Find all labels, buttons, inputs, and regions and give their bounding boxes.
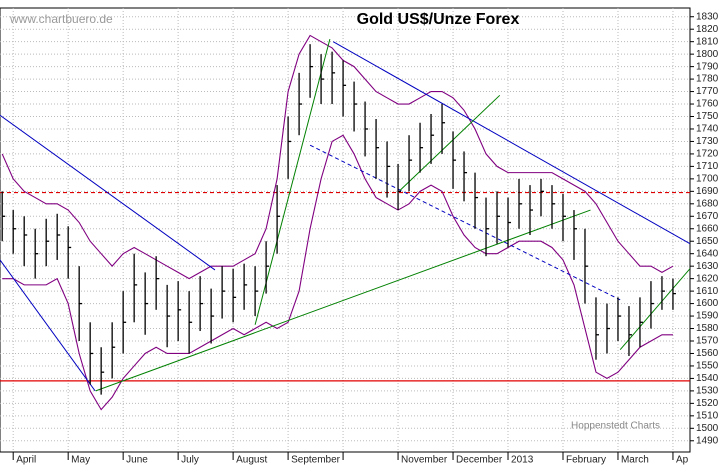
y-tick-label: 1670 — [696, 211, 719, 222]
trend-line — [0, 259, 96, 392]
y-tick-label: 1650 — [696, 236, 719, 247]
y-tick-label: 1760 — [696, 99, 719, 110]
x-tick-label: September — [291, 455, 341, 466]
y-tick-label: 1520 — [696, 398, 719, 409]
x-tick-label: July — [181, 455, 199, 466]
y-tick-label: 1490 — [696, 435, 719, 446]
y-tick-label: 1720 — [696, 149, 719, 160]
y-tick-label: 1770 — [696, 86, 719, 97]
y-tick-label: 1530 — [696, 386, 719, 397]
y-tick-label: 1580 — [696, 323, 719, 334]
bollinger-band — [1, 34, 674, 280]
x-tick-label: February — [566, 455, 606, 466]
y-tick-label: 1600 — [696, 298, 719, 309]
bollinger-band — [2, 134, 673, 411]
x-tick-label: November — [401, 455, 448, 466]
x-tick-label: April — [16, 455, 36, 466]
x-tick-label: Ap — [676, 455, 689, 466]
y-tick-label: 1610 — [696, 286, 719, 297]
y-tick-label: 1620 — [696, 273, 719, 284]
chart-title: Gold US$/Unze Forex — [357, 11, 520, 28]
y-tick-label: 1500 — [696, 423, 719, 434]
trend-line — [0, 114, 216, 271]
trend-line — [619, 268, 690, 351]
y-tick-label: 1510 — [696, 410, 719, 421]
y-tick-label: 1630 — [696, 261, 719, 272]
x-tick-label: March — [621, 455, 649, 466]
y-tick-label: 1570 — [696, 336, 719, 347]
y-tick-label: 1690 — [696, 186, 719, 197]
trend-line — [332, 41, 690, 245]
y-tick-label: 1820 — [696, 24, 719, 35]
y-tick-label: 1560 — [696, 348, 719, 359]
y-tick-label: 1590 — [696, 311, 719, 322]
plot-frame — [0, 7, 691, 453]
y-tick-label: 1710 — [696, 161, 719, 172]
y-tick-label: 1660 — [696, 223, 719, 234]
y-tick-label: 1740 — [696, 124, 719, 135]
x-tick-label: June — [126, 455, 148, 466]
y-tick-label: 1640 — [696, 248, 719, 259]
y-tick-label: 1750 — [696, 111, 719, 122]
y-tick-label: 1550 — [696, 361, 719, 372]
y-tick-label: 1730 — [696, 136, 719, 147]
y-tick-label: 1810 — [696, 36, 719, 47]
trend-line — [399, 94, 501, 191]
y-tick-label: 1780 — [696, 74, 719, 85]
y-tick-label: 1540 — [696, 373, 719, 384]
trend-line — [309, 144, 621, 301]
source-note: Hoppenstedt Charts — [571, 421, 660, 432]
x-tick-label: May — [71, 455, 90, 466]
y-tick-label: 1700 — [696, 174, 719, 185]
y-tick-label: 1830 — [696, 11, 719, 22]
watermark: www.chartbuero.de — [9, 12, 113, 26]
y-tick-label: 1680 — [696, 198, 719, 209]
x-tick-label: 2013 — [511, 455, 534, 466]
x-tick-label: August — [236, 455, 267, 466]
y-tick-label: 1800 — [696, 49, 719, 60]
y-tick-label: 1790 — [696, 61, 719, 72]
trend-line — [254, 39, 331, 325]
x-tick-label: December — [456, 455, 503, 466]
